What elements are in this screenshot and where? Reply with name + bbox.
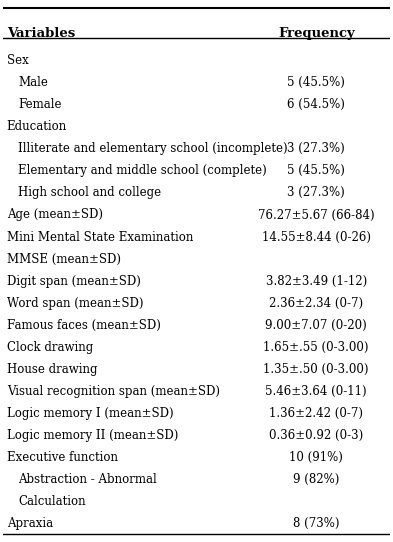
Text: Age (mean±SD): Age (mean±SD)	[7, 209, 103, 222]
Text: 9 (82%): 9 (82%)	[293, 473, 340, 486]
Text: Executive function: Executive function	[7, 451, 118, 464]
Text: Clock drawing: Clock drawing	[7, 341, 93, 354]
Text: Logic memory II (mean±SD): Logic memory II (mean±SD)	[7, 429, 178, 442]
Text: High school and college: High school and college	[18, 186, 162, 199]
Text: 1.65±.55 (0-3.00): 1.65±.55 (0-3.00)	[263, 341, 369, 354]
Text: Elementary and middle school (complete): Elementary and middle school (complete)	[18, 164, 267, 177]
Text: 6 (54.5%): 6 (54.5%)	[287, 98, 345, 111]
Text: 14.55±8.44 (0-26): 14.55±8.44 (0-26)	[262, 230, 371, 243]
Text: Illiterate and elementary school (incomplete): Illiterate and elementary school (incomp…	[18, 143, 288, 155]
Text: 1.36±2.42 (0-7): 1.36±2.42 (0-7)	[269, 407, 363, 420]
Text: Education: Education	[7, 120, 67, 133]
Text: Female: Female	[18, 98, 62, 111]
Text: 10 (91%): 10 (91%)	[289, 451, 343, 464]
Text: 3 (27.3%): 3 (27.3%)	[287, 186, 345, 199]
Text: 3 (27.3%): 3 (27.3%)	[287, 143, 345, 155]
Text: Word span (mean±SD): Word span (mean±SD)	[7, 297, 143, 310]
Text: 1.35±.50 (0-3.00): 1.35±.50 (0-3.00)	[263, 363, 369, 376]
Text: 9.00±7.07 (0-20): 9.00±7.07 (0-20)	[265, 319, 367, 332]
Text: Frequency: Frequency	[278, 27, 354, 40]
Text: Mini Mental State Examination: Mini Mental State Examination	[7, 230, 193, 243]
Text: 5 (45.5%): 5 (45.5%)	[287, 76, 345, 89]
Text: Logic memory I (mean±SD): Logic memory I (mean±SD)	[7, 407, 173, 420]
Text: Sex: Sex	[7, 54, 28, 67]
Text: 0.36±0.92 (0-3): 0.36±0.92 (0-3)	[269, 429, 364, 442]
Text: Abstraction - Abnormal: Abstraction - Abnormal	[18, 473, 157, 486]
Text: MMSE (mean±SD): MMSE (mean±SD)	[7, 253, 121, 266]
Text: Male: Male	[18, 76, 48, 89]
Text: Variables: Variables	[7, 27, 75, 40]
Text: House drawing: House drawing	[7, 363, 97, 376]
Text: 5.46±3.64 (0-11): 5.46±3.64 (0-11)	[265, 385, 367, 398]
Text: 3.82±3.49 (1-12): 3.82±3.49 (1-12)	[266, 275, 367, 288]
Text: Calculation: Calculation	[18, 495, 86, 508]
Text: 8 (73%): 8 (73%)	[293, 518, 340, 531]
Text: Apraxia: Apraxia	[7, 518, 53, 531]
Text: 2.36±2.34 (0-7): 2.36±2.34 (0-7)	[269, 297, 363, 310]
Text: Digit span (mean±SD): Digit span (mean±SD)	[7, 275, 141, 288]
Text: 76.27±5.67 (66-84): 76.27±5.67 (66-84)	[258, 209, 375, 222]
Text: Visual recognition span (mean±SD): Visual recognition span (mean±SD)	[7, 385, 220, 398]
Text: Famous faces (mean±SD): Famous faces (mean±SD)	[7, 319, 160, 332]
Text: 5 (45.5%): 5 (45.5%)	[287, 164, 345, 177]
